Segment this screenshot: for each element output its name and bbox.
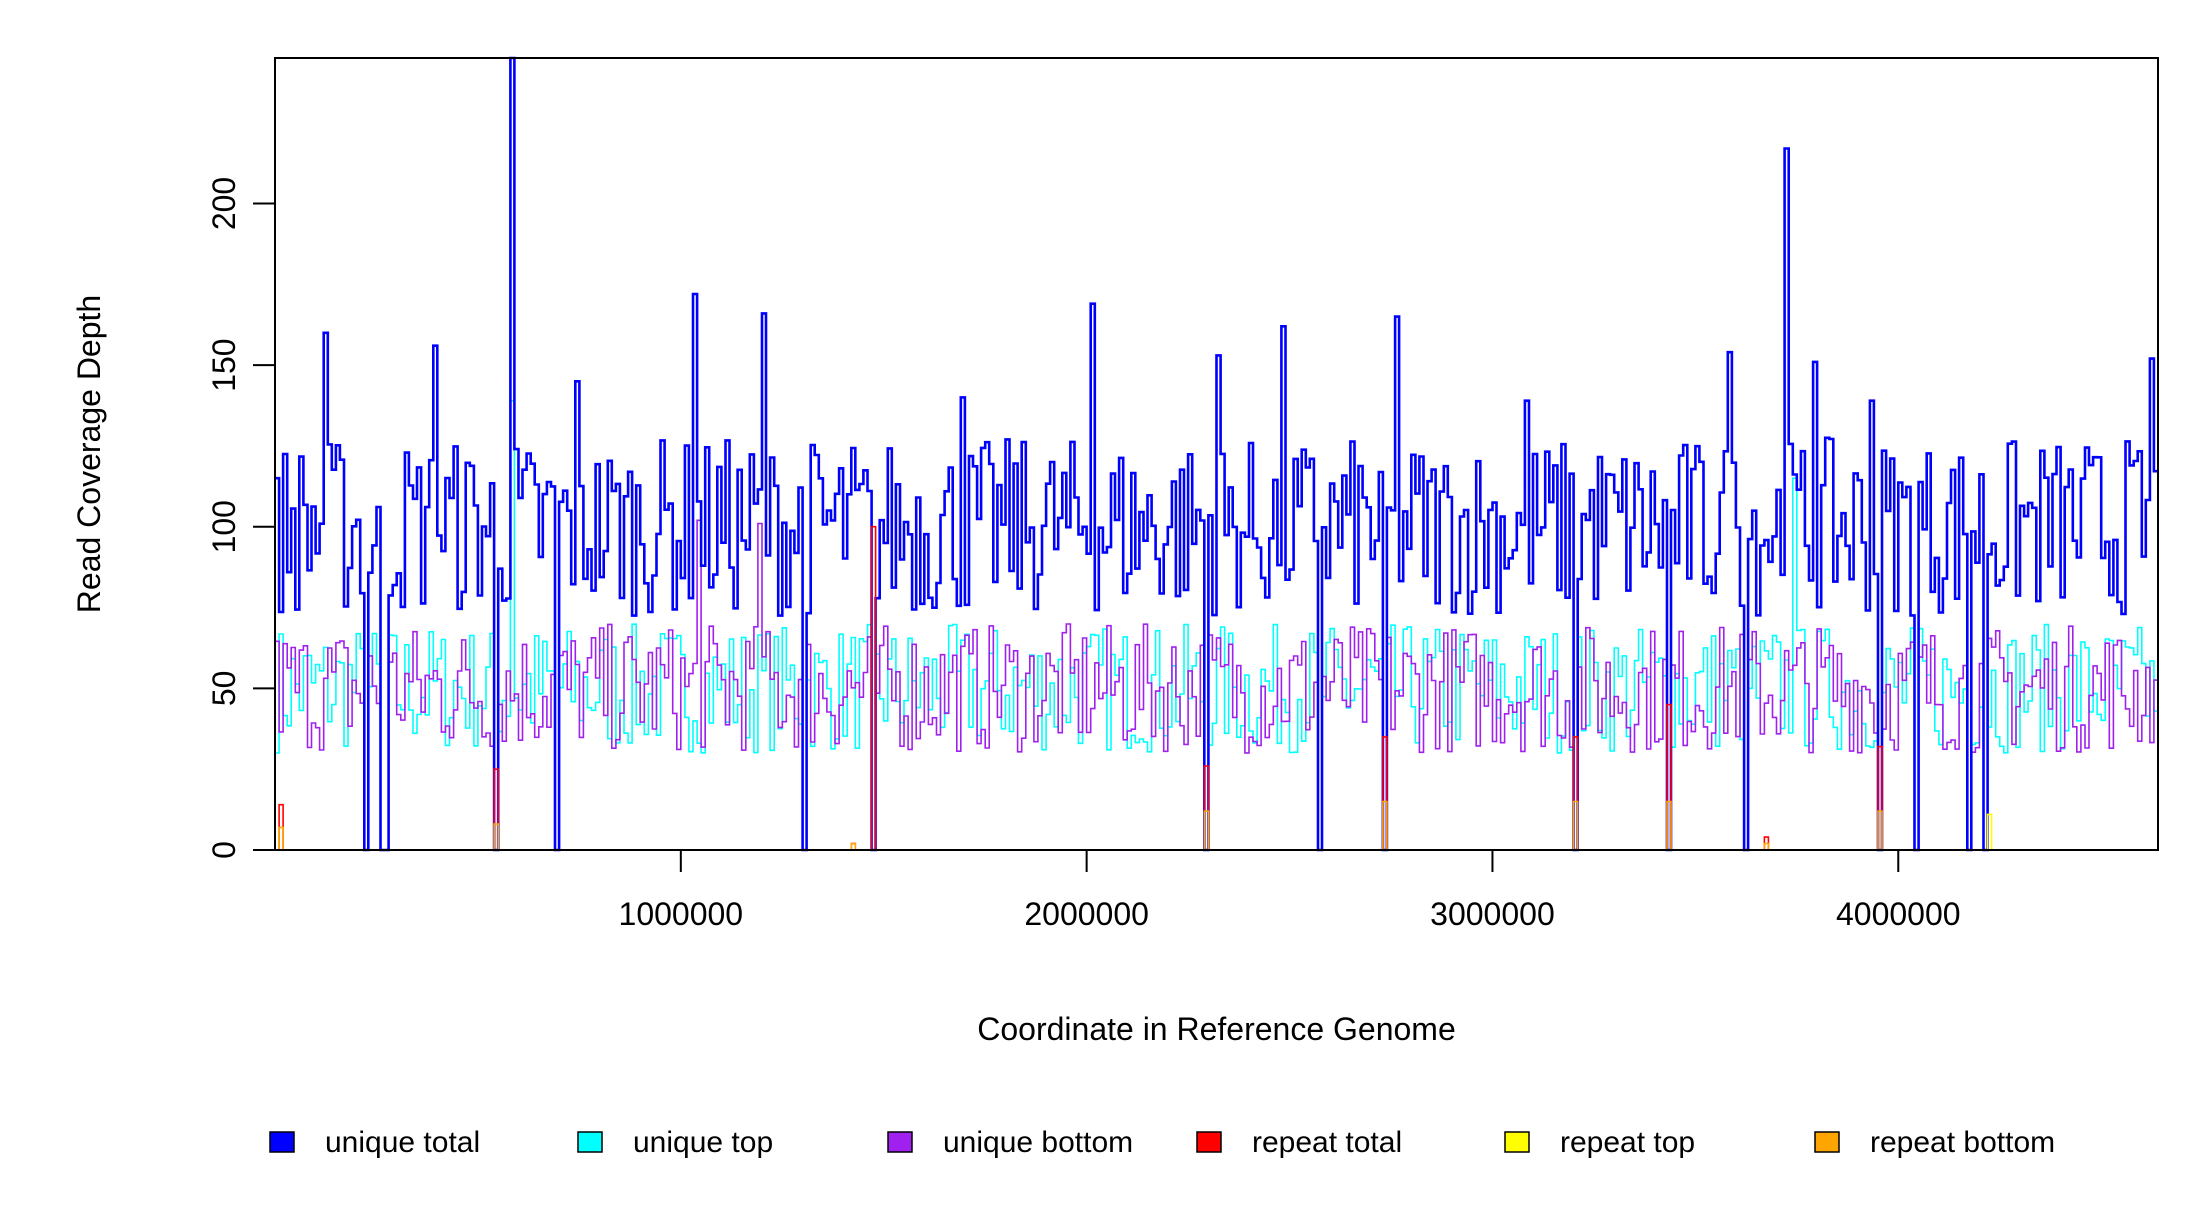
y-axis: 0 50 100 150 200	[206, 177, 275, 859]
legend-item-unique-total: unique total	[269, 1126, 480, 1159]
legend-label: repeat top	[1560, 1126, 1695, 1159]
x-tick-label: 3000000	[1430, 896, 1555, 932]
legend-label: repeat bottom	[1870, 1126, 2055, 1159]
legend-swatch	[577, 1131, 603, 1153]
legend-label: unique top	[633, 1126, 773, 1159]
legend-label: unique bottom	[943, 1126, 1133, 1159]
legend-swatch	[1814, 1131, 1840, 1153]
y-axis-label: Read Coverage Depth	[71, 295, 107, 613]
x-tick-label: 2000000	[1024, 896, 1149, 932]
series-line-repeat-top	[275, 813, 2158, 851]
y-tick-label: 0	[206, 841, 242, 859]
legend-swatch	[887, 1131, 913, 1153]
x-axis-label: Coordinate in Reference Genome	[977, 1011, 1456, 1047]
legend-swatch	[269, 1131, 295, 1153]
legend-item-unique-top: unique top	[577, 1126, 773, 1159]
x-tick-label: 1000000	[619, 896, 744, 932]
legend-label: unique total	[325, 1126, 480, 1159]
y-tick-label: 150	[206, 338, 242, 391]
legend-item-repeat-total: repeat total	[1196, 1126, 1402, 1159]
legend: unique total unique top unique bottom repea…	[269, 1126, 2055, 1159]
legend-item-unique-bottom: unique bottom	[887, 1126, 1133, 1159]
legend-swatch	[1196, 1131, 1222, 1153]
y-tick-label: 100	[206, 500, 242, 553]
legend-item-repeat-bottom: repeat bottom	[1814, 1126, 2055, 1159]
legend-label: repeat total	[1252, 1126, 1402, 1159]
series-layer	[275, 56, 2158, 852]
plot-frame	[274, 57, 2159, 851]
series-line-unique-total	[275, 56, 2158, 852]
series-line-repeat-bottom	[275, 800, 2158, 851]
legend-swatch	[1504, 1131, 1530, 1153]
legend-item-repeat-top: repeat top	[1504, 1126, 1695, 1159]
y-tick-label: 200	[206, 177, 242, 230]
y-tick-label: 50	[206, 671, 242, 707]
x-axis: 1000000 2000000 3000000 4000000	[619, 850, 1961, 932]
x-tick-label: 4000000	[1836, 896, 1961, 932]
series-line-unique-bottom	[275, 519, 2158, 851]
